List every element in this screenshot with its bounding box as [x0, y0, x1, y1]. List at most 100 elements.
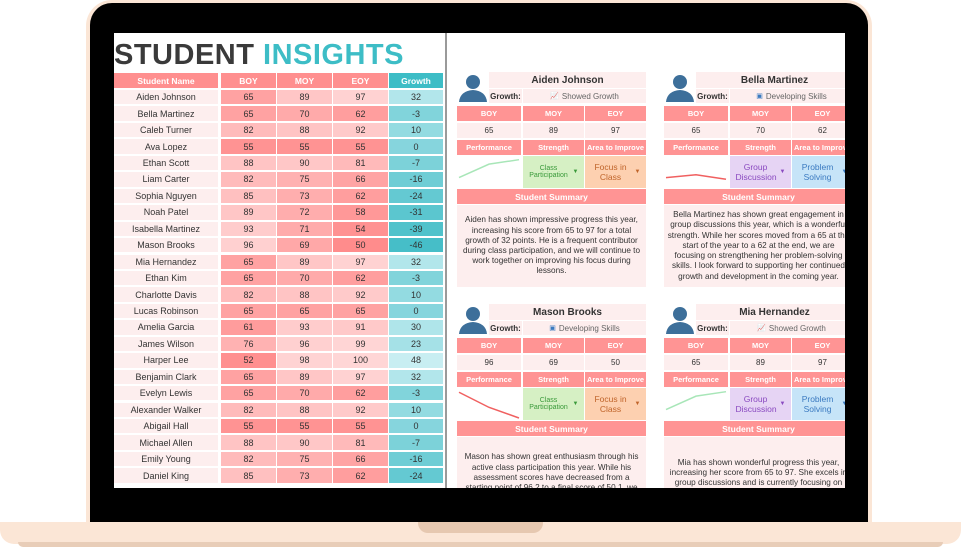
score-cell[interactable]: 89 [277, 90, 332, 106]
score-cell[interactable]: 97 [333, 369, 388, 386]
student-name-cell[interactable]: Lucas Robinson [114, 303, 218, 320]
score-cell[interactable]: 62 [333, 270, 388, 287]
score-cell[interactable]: 55 [277, 139, 332, 155]
score-cell[interactable]: 32 [389, 369, 443, 386]
score-cell[interactable]: 76 [221, 336, 276, 353]
score-cell[interactable]: 89 [277, 254, 332, 270]
column-header[interactable]: Student Name [114, 73, 218, 89]
score-cell[interactable]: 62 [333, 386, 388, 402]
student-name-cell[interactable]: Ava Lopez [114, 139, 218, 155]
score-cell[interactable]: 73 [277, 188, 332, 205]
score-cell[interactable]: 88 [221, 155, 276, 172]
student-name-cell[interactable]: Mason Brooks [114, 238, 218, 254]
score-cell[interactable]: 75 [277, 451, 332, 468]
score-cell[interactable]: -3 [389, 270, 443, 287]
score-cell[interactable]: -24 [389, 468, 443, 484]
score-cell[interactable]: 55 [277, 419, 332, 435]
score-cell[interactable]: 71 [277, 221, 332, 237]
student-name-cell[interactable]: Harper Lee [114, 353, 218, 369]
score-cell[interactable]: 0 [389, 419, 443, 435]
score-cell[interactable]: 97 [333, 90, 388, 106]
score-cell[interactable]: 92 [333, 122, 388, 139]
score-cell[interactable]: 88 [277, 402, 332, 418]
student-name-cell[interactable]: Abigail Hall [114, 419, 218, 435]
score-cell[interactable]: 65 [221, 254, 276, 270]
score-cell[interactable]: 70 [277, 270, 332, 287]
score-cell[interactable]: 73 [277, 468, 332, 484]
score-cell[interactable]: 55 [221, 419, 276, 435]
score-cell[interactable]: 96 [277, 336, 332, 353]
score-cell[interactable]: 75 [277, 172, 332, 188]
student-name-cell[interactable]: Evelyn Lewis [114, 386, 218, 402]
student-name-cell[interactable]: Noah Patel [114, 205, 218, 221]
score-cell[interactable]: 72 [277, 205, 332, 221]
student-name-cell[interactable]: Caleb Turner [114, 122, 218, 139]
student-name-cell[interactable]: Benjamin Clark [114, 369, 218, 386]
score-cell[interactable]: 58 [333, 205, 388, 221]
score-cell[interactable]: 48 [389, 353, 443, 369]
score-cell[interactable]: 65 [221, 369, 276, 386]
score-cell[interactable]: -31 [389, 205, 443, 221]
strength-dropdown[interactable]: Group Discussion ▼ [730, 388, 791, 420]
score-cell[interactable]: 0 [389, 139, 443, 155]
score-cell[interactable]: -3 [389, 386, 443, 402]
growth-status[interactable]: ▣ Developing Skills [730, 89, 845, 103]
score-cell[interactable]: 91 [333, 320, 388, 336]
score-cell[interactable]: 61 [221, 320, 276, 336]
score-cell[interactable]: 82 [221, 402, 276, 418]
student-name-cell[interactable]: James Wilson [114, 336, 218, 353]
student-name-cell[interactable]: Michael Allen [114, 435, 218, 451]
score-cell[interactable]: -16 [389, 451, 443, 468]
score-cell[interactable]: 10 [389, 287, 443, 303]
score-cell[interactable]: 65 [221, 270, 276, 287]
score-cell[interactable]: 54 [333, 221, 388, 237]
student-name-cell[interactable]: Isabella Martinez [114, 221, 218, 237]
score-cell[interactable]: 23 [389, 336, 443, 353]
score-cell[interactable]: 82 [221, 451, 276, 468]
area-dropdown[interactable]: Problem Solving ▼ [792, 156, 845, 188]
strength-dropdown[interactable]: Group Discussion ▼ [730, 156, 791, 188]
score-cell[interactable]: -46 [389, 238, 443, 254]
score-cell[interactable]: 10 [389, 402, 443, 418]
column-header[interactable]: MOY [277, 73, 332, 89]
score-cell[interactable]: 55 [333, 139, 388, 155]
score-cell[interactable]: 62 [333, 468, 388, 484]
score-cell[interactable]: 85 [221, 468, 276, 484]
student-name-cell[interactable]: Mia Hernandez [114, 254, 218, 270]
score-cell[interactable]: -39 [389, 221, 443, 237]
growth-status[interactable]: 📈 Showed Growth [730, 321, 845, 335]
score-cell[interactable]: 66 [333, 451, 388, 468]
score-cell[interactable]: 65 [221, 106, 276, 122]
score-cell[interactable]: 88 [277, 287, 332, 303]
score-cell[interactable]: 62 [333, 188, 388, 205]
score-cell[interactable]: 82 [221, 122, 276, 139]
score-cell[interactable]: 32 [389, 90, 443, 106]
student-name-cell[interactable]: Bella Martinez [114, 106, 218, 122]
score-cell[interactable]: 69 [277, 238, 332, 254]
score-cell[interactable]: 65 [277, 303, 332, 320]
student-name-cell[interactable]: Ethan Kim [114, 270, 218, 287]
score-cell[interactable]: 32 [389, 254, 443, 270]
student-name-cell[interactable]: Charlotte Davis [114, 287, 218, 303]
score-cell[interactable]: -16 [389, 172, 443, 188]
student-name-cell[interactable]: Ethan Scott [114, 155, 218, 172]
student-name-cell[interactable]: Liam Carter [114, 172, 218, 188]
score-cell[interactable]: 10 [389, 122, 443, 139]
area-dropdown[interactable]: Focus in Class ▼ [585, 388, 646, 420]
column-header[interactable]: Growth [389, 73, 443, 89]
score-cell[interactable]: -24 [389, 188, 443, 205]
score-cell[interactable]: 30 [389, 320, 443, 336]
score-cell[interactable]: -3 [389, 106, 443, 122]
score-cell[interactable]: 92 [333, 402, 388, 418]
score-cell[interactable]: 65 [221, 90, 276, 106]
score-cell[interactable]: 52 [221, 353, 276, 369]
score-cell[interactable]: 89 [221, 205, 276, 221]
student-name-cell[interactable]: Daniel King [114, 468, 218, 484]
score-cell[interactable]: 82 [221, 287, 276, 303]
score-cell[interactable]: 98 [277, 353, 332, 369]
score-cell[interactable]: 99 [333, 336, 388, 353]
score-cell[interactable]: 66 [333, 172, 388, 188]
student-name-cell[interactable]: Amelia Garcia [114, 320, 218, 336]
student-name-cell[interactable]: Aiden Johnson [114, 90, 218, 106]
score-cell[interactable]: 93 [277, 320, 332, 336]
